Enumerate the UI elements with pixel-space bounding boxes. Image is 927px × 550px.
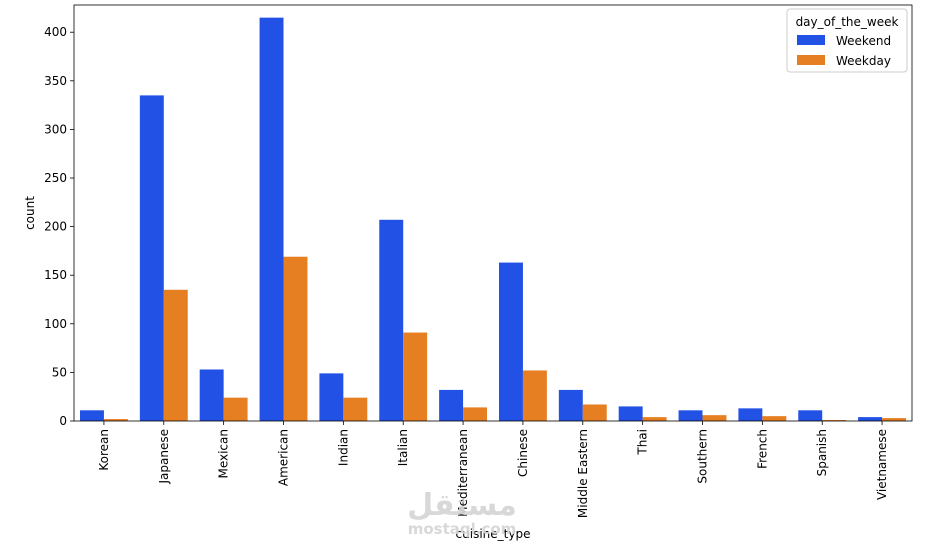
- y-tick-label: 300: [44, 122, 67, 136]
- x-tick-label: Middle Eastern: [576, 429, 590, 518]
- bar-weekend-chinese: [498, 262, 523, 421]
- x-tick-label: Italian: [396, 429, 410, 466]
- y-tick-label: 150: [44, 268, 67, 282]
- x-ticks-group: Korean Japanese Mexican American Indian Itali…: [97, 421, 889, 518]
- x-tick-label: American: [277, 429, 291, 486]
- bar-weekday-american: [283, 256, 308, 421]
- y-tick-label: 350: [44, 74, 67, 88]
- watermark-arabic: مستقل: [407, 488, 517, 523]
- y-tick-label: 250: [44, 171, 67, 185]
- bar-weekend-southern: [678, 410, 703, 421]
- x-tick-label: Spanish: [815, 429, 829, 476]
- x-tick-label: Chinese: [516, 429, 530, 477]
- bar-weekend-vietnamese: [858, 417, 883, 421]
- y-tick-label: 50: [52, 365, 67, 379]
- bar-weekday-spanish: [822, 420, 847, 421]
- y-tick-label: 400: [44, 25, 67, 39]
- legend-label-weekend: Weekend: [836, 34, 891, 48]
- bar-weekend-middle-eastern: [558, 389, 583, 421]
- bar-weekend-italian: [379, 219, 404, 421]
- legend-title: day_of_the_week: [796, 15, 899, 29]
- bar-weekday-vietnamese: [882, 418, 907, 421]
- bar-weekend-japanese: [139, 95, 164, 421]
- bar-weekend-american: [259, 17, 284, 421]
- bar-weekday-southern: [702, 415, 727, 421]
- bars-group: [79, 17, 907, 421]
- bar-weekend-mediterranean: [439, 389, 464, 421]
- bar-weekday-japanese: [163, 289, 188, 421]
- bar-weekday-chinese: [522, 370, 547, 421]
- bar-weekend-spanish: [798, 410, 823, 421]
- bar-weekday-thai: [642, 417, 667, 421]
- bar-weekday-mediterranean: [463, 407, 488, 421]
- legend: day_of_the_week Weekend Weekday: [786, 8, 908, 73]
- bar-weekend-korean: [79, 410, 104, 421]
- x-tick-label: Mediterranean: [456, 429, 470, 517]
- y-axis-title: count: [23, 196, 37, 230]
- bar-weekday-korean: [103, 419, 128, 421]
- x-tick-label: Japanese: [157, 429, 171, 485]
- y-tick-label: 200: [44, 220, 67, 234]
- bar-weekday-french: [762, 416, 787, 421]
- x-tick-label: Southern: [696, 429, 710, 484]
- bar-weekday-mexican: [223, 397, 248, 421]
- bar-weekend-indian: [319, 373, 344, 421]
- x-tick-label: Indian: [336, 429, 350, 466]
- watermark-latin: mostaql.com: [408, 520, 517, 538]
- y-tick-label: 0: [59, 414, 67, 428]
- bar-weekend-thai: [618, 406, 643, 421]
- x-tick-label: Mexican: [217, 429, 231, 479]
- x-tick-label: Korean: [97, 429, 111, 471]
- x-axis-title: cuisine_type: [456, 527, 531, 541]
- y-ticks-group: 0 50 100 150 200 250 300 350 400: [44, 25, 74, 428]
- y-tick-label: 100: [44, 317, 67, 331]
- bar-weekend-french: [738, 408, 763, 421]
- bar-weekday-indian: [343, 397, 368, 421]
- bar-weekday-italian: [403, 332, 428, 421]
- bar-weekend-mexican: [199, 369, 224, 421]
- bar-weekday-middle-eastern: [582, 404, 607, 421]
- x-tick-label: French: [755, 429, 769, 469]
- legend-label-weekday: Weekday: [836, 54, 891, 68]
- legend-swatch-weekend: [797, 35, 825, 45]
- legend-swatch-weekday: [797, 55, 825, 65]
- x-tick-label: Thai: [636, 429, 650, 456]
- watermark-logo: مستقل mostaql.com: [407, 488, 517, 538]
- x-tick-label: Vietnamese: [875, 429, 889, 500]
- plot-frame: [73, 4, 913, 422]
- axes-group: [73, 4, 913, 422]
